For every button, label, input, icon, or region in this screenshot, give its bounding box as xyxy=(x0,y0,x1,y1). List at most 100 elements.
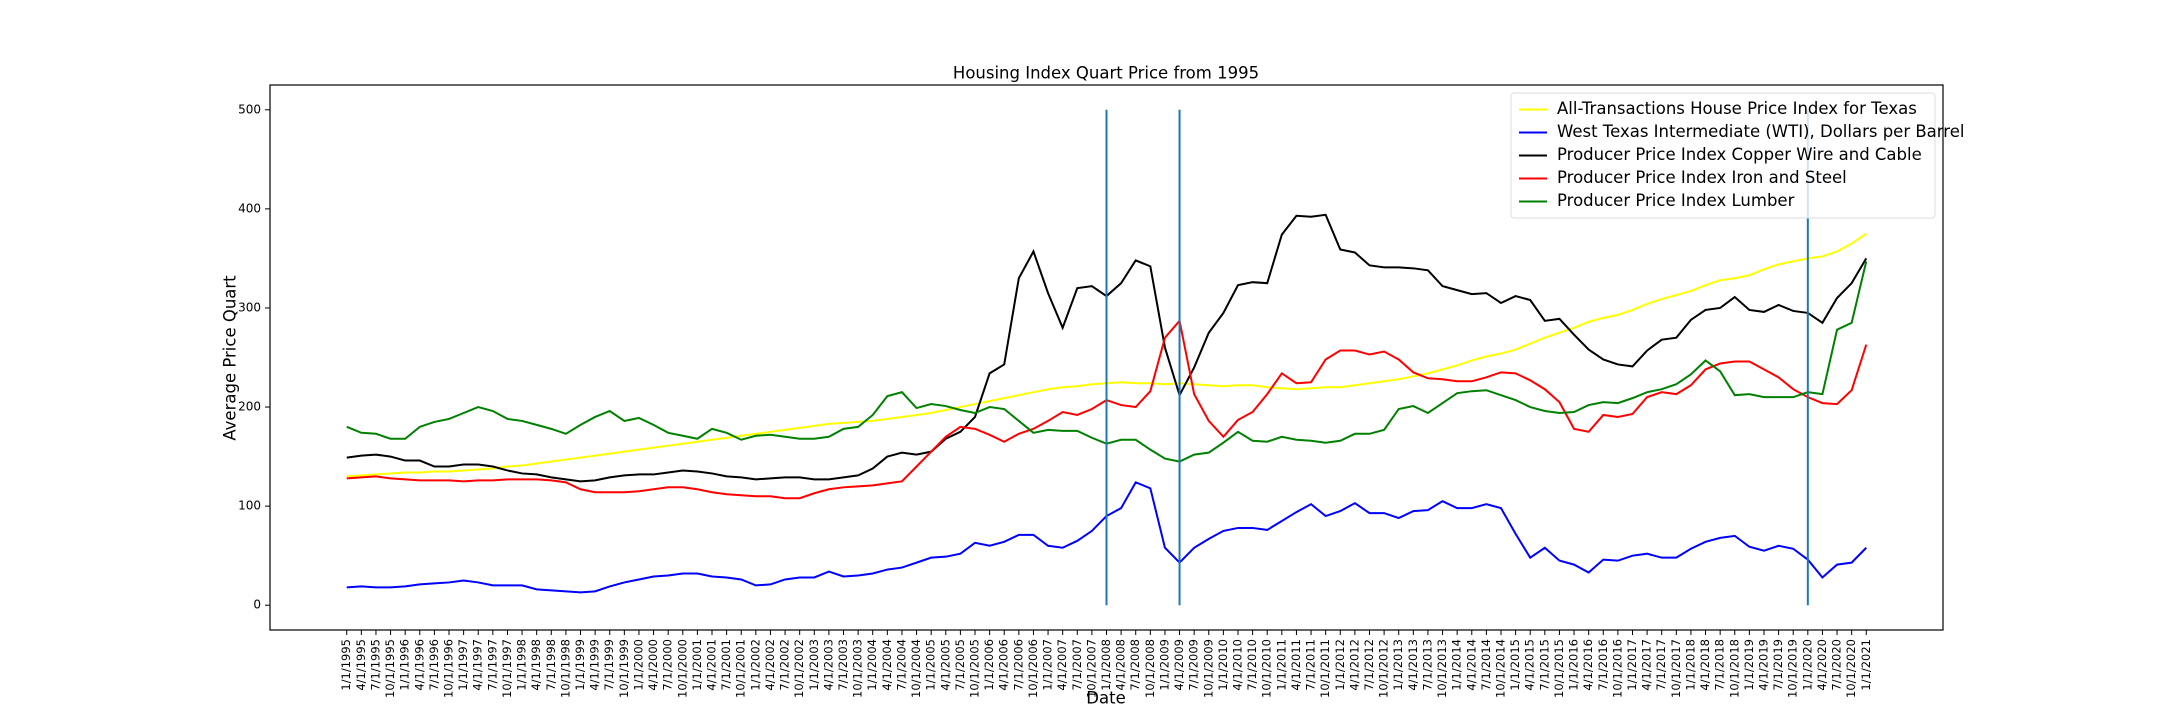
x-tick-label: 7/1/1997 xyxy=(485,639,499,691)
x-tick-label: 7/1/2019 xyxy=(1771,639,1785,691)
x-tick-label: 7/1/2007 xyxy=(1070,639,1084,691)
x-tick-label: 1/1/1998 xyxy=(515,639,529,691)
legend-label: West Texas Intermediate (WTI), Dollars p… xyxy=(1557,122,1964,141)
x-tick-label: 7/1/2011 xyxy=(1304,639,1318,691)
x-tick-label: 7/1/2001 xyxy=(719,639,733,691)
x-tick-label: 1/1/2018 xyxy=(1683,639,1697,691)
x-tick-label: 4/1/2020 xyxy=(1815,639,1829,691)
x-tick-label: 4/1/1997 xyxy=(471,639,485,691)
x-tick-label: 7/1/2010 xyxy=(1245,639,1259,691)
x-tick-label: 4/1/2016 xyxy=(1581,639,1595,691)
x-tick-label: 10/1/2004 xyxy=(909,639,923,698)
x-tick-label: 7/1/2000 xyxy=(661,639,675,691)
x-tick-label: 7/1/2002 xyxy=(778,639,792,691)
y-tick-label: 0 xyxy=(253,598,261,612)
x-tick-label: 7/1/1996 xyxy=(427,639,441,691)
x-tick-label: 4/1/2005 xyxy=(938,639,952,691)
x-tick-label: 10/1/2017 xyxy=(1669,639,1683,698)
legend-label: Producer Price Index Iron and Steel xyxy=(1557,168,1847,187)
legend-box xyxy=(1510,92,1936,219)
x-tick-label: 7/1/2012 xyxy=(1362,639,1376,691)
x-tick-label: 7/1/2013 xyxy=(1420,639,1434,691)
x-tick-label: 10/1/2016 xyxy=(1610,639,1624,698)
x-tick-label: 7/1/2005 xyxy=(953,639,967,691)
x-tick-label: 1/1/1999 xyxy=(573,639,587,691)
x-tick-label: 4/1/2012 xyxy=(1347,639,1361,691)
x-tick-label: 7/1/1999 xyxy=(602,639,616,691)
x-tick-label: 1/1/2007 xyxy=(1041,639,1055,691)
x-tick-label: 7/1/2006 xyxy=(1011,639,1025,691)
x-tick-label: 10/1/2006 xyxy=(1026,639,1040,698)
x-tick-label: 1/1/2013 xyxy=(1391,639,1405,691)
x-tick-label: 4/1/2004 xyxy=(880,639,894,691)
x-tick-label: 1/1/2012 xyxy=(1333,639,1347,691)
x-tick-label: 10/1/2020 xyxy=(1844,639,1858,698)
x-tick-label: 7/1/2017 xyxy=(1654,639,1668,691)
x-tick-label: 10/1/2011 xyxy=(1318,639,1332,698)
x-tick-label: 10/1/2012 xyxy=(1377,639,1391,698)
x-tick-label: 7/1/2004 xyxy=(894,639,908,691)
x-tick-label: 10/1/2014 xyxy=(1493,639,1507,698)
legend: All-Transactions House Price Index for T… xyxy=(1510,92,1964,219)
x-tick-label: 1/1/2014 xyxy=(1450,639,1464,691)
x-tick-label: 1/1/1997 xyxy=(456,639,470,691)
x-tick-label: 4/1/2014 xyxy=(1464,639,1478,691)
legend-label: All-Transactions House Price Index for T… xyxy=(1557,99,1917,118)
x-tick-label: 7/1/2003 xyxy=(836,639,850,691)
x-tick-label: 4/1/2001 xyxy=(705,639,719,691)
legend-label: Producer Price Index Copper Wire and Cab… xyxy=(1557,145,1922,164)
chart-title: Housing Index Quart Price from 1995 xyxy=(953,64,1259,83)
y-tick-label: 300 xyxy=(238,300,261,314)
x-tick-label: 7/1/2018 xyxy=(1713,639,1727,691)
y-tick-label: 200 xyxy=(238,400,261,414)
x-tick-label: 1/1/2019 xyxy=(1742,639,1756,691)
x-tick-label: 10/1/2003 xyxy=(851,639,865,698)
x-tick-label: 10/1/2015 xyxy=(1552,639,1566,698)
x-tick-label: 10/1/2019 xyxy=(1786,639,1800,698)
x-tick-label: 10/1/2013 xyxy=(1435,639,1449,698)
x-tick-label: 7/1/2020 xyxy=(1830,639,1844,691)
x-tick-label: 1/1/2000 xyxy=(631,639,645,691)
x-tick-label: 10/1/2002 xyxy=(792,639,806,698)
x-tick-label: 4/1/2017 xyxy=(1640,639,1654,691)
x-tick-label: 4/1/2008 xyxy=(1114,639,1128,691)
x-tick-label: 1/1/2010 xyxy=(1216,639,1230,691)
x-tick-label: 1/1/2021 xyxy=(1859,639,1873,691)
x-tick-label: 1/1/2006 xyxy=(982,639,996,691)
x-tick-label: 4/1/2006 xyxy=(997,639,1011,691)
x-tick-label: 10/1/2009 xyxy=(1201,639,1215,698)
x-tick-label: 10/1/2007 xyxy=(1084,639,1098,698)
x-tick-label: 4/1/2013 xyxy=(1406,639,1420,691)
x-tick-label: 1/1/2003 xyxy=(807,639,821,691)
x-tick-label: 4/1/1995 xyxy=(354,639,368,691)
x-tick-label: 10/1/2010 xyxy=(1260,639,1274,698)
x-tick-label: 7/1/1995 xyxy=(368,639,382,691)
x-tick-label: 7/1/2014 xyxy=(1479,639,1493,691)
y-tick-label: 500 xyxy=(238,102,261,116)
x-tick-label: 4/1/1996 xyxy=(412,639,426,691)
x-tick-label: 7/1/1998 xyxy=(544,639,558,691)
x-tick-label: 10/1/1997 xyxy=(500,639,514,698)
y-tick-label: 400 xyxy=(238,201,261,215)
x-tick-label: 1/1/2004 xyxy=(865,639,879,691)
x-tick-label: 1/1/2016 xyxy=(1567,639,1581,691)
x-tick-label: 4/1/2015 xyxy=(1523,639,1537,691)
x-tick-label: 10/1/2005 xyxy=(968,639,982,698)
x-tick-label: 7/1/2009 xyxy=(1187,639,1201,691)
x-tick-label: 7/1/2016 xyxy=(1596,639,1610,691)
x-tick-label: 4/1/2011 xyxy=(1289,639,1303,691)
x-axis-label: Date xyxy=(1086,689,1125,708)
y-axis-label: Average Price Quart xyxy=(221,275,240,441)
x-tick-label: 10/1/2008 xyxy=(1143,639,1157,698)
x-tick-label: 1/1/2005 xyxy=(924,639,938,691)
x-tick-label: 4/1/2000 xyxy=(646,639,660,691)
x-tick-label: 10/1/2000 xyxy=(675,639,689,698)
x-tick-label: 7/1/2015 xyxy=(1537,639,1551,691)
x-tick-label: 10/1/1995 xyxy=(383,639,397,698)
legend-label: Producer Price Index Lumber xyxy=(1557,191,1795,210)
x-tick-label: 10/1/1998 xyxy=(558,639,572,698)
x-tick-label: 10/1/2001 xyxy=(734,639,748,698)
x-tick-label: 1/1/2011 xyxy=(1274,639,1288,691)
x-tick-label: 4/1/2018 xyxy=(1698,639,1712,691)
